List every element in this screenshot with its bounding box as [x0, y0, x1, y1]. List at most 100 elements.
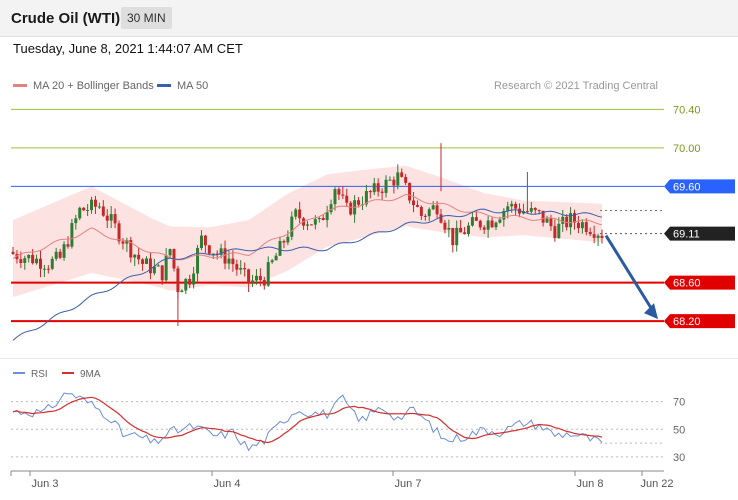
legend-ma20: MA 20 + Bollinger Bands: [13, 80, 154, 92]
candle-body: [141, 259, 145, 264]
x-tick-label: Jun 3: [32, 478, 59, 490]
candle: [129, 236, 133, 263]
candle-body: [309, 224, 313, 226]
candle-body: [129, 240, 133, 258]
candle-body: [176, 268, 180, 293]
candle: [443, 220, 447, 234]
candle-body: [35, 258, 39, 264]
candle: [231, 250, 235, 272]
candle: [27, 254, 31, 263]
candle: [380, 188, 384, 201]
candle-body: [388, 179, 392, 181]
candle-body: [93, 199, 97, 207]
candle-body: [121, 241, 125, 244]
candle: [494, 221, 498, 231]
candle: [309, 224, 313, 226]
candle-body: [514, 203, 518, 209]
level-label-69-60: 69.60: [664, 179, 735, 194]
candle-body: [482, 227, 486, 230]
ma20-swatch: [13, 83, 27, 87]
candle: [11, 246, 15, 255]
level-tag-bg: [664, 179, 735, 194]
candle: [486, 215, 490, 238]
candle-body: [549, 218, 553, 227]
candle-body: [584, 222, 588, 232]
candle-body: [46, 268, 50, 270]
candle-body: [588, 231, 592, 235]
candle-body: [86, 210, 90, 212]
candle-body: [502, 210, 506, 220]
candle-body: [235, 264, 239, 270]
rsi-level-label: 50: [673, 424, 685, 436]
candle: [266, 256, 270, 287]
candle: [474, 211, 478, 221]
rsi-swatch: [13, 372, 25, 375]
candle: [199, 230, 203, 251]
candle-body: [258, 275, 262, 281]
candle-body: [337, 189, 341, 195]
level-tag-text: 68.20: [673, 316, 701, 328]
candle: [42, 264, 46, 278]
candle: [561, 209, 565, 232]
candle: [62, 241, 66, 261]
candle: [93, 195, 97, 214]
candle-body: [474, 217, 478, 221]
candle: [400, 168, 404, 178]
candle-body: [345, 195, 349, 203]
candle-body: [357, 200, 361, 205]
candle-body: [364, 191, 368, 205]
candle: [329, 199, 333, 215]
candle: [105, 209, 109, 229]
candle-body: [466, 225, 470, 234]
candle-body: [372, 183, 376, 193]
bollinger-band: [13, 165, 602, 298]
legend-ma20-label: MA 20 + Bollinger Bands: [33, 80, 154, 92]
level-tag-text: 70.00: [673, 143, 701, 155]
candle-body: [27, 254, 31, 259]
candle: [573, 209, 577, 230]
candle: [600, 229, 604, 244]
candle: [207, 244, 211, 256]
candle-body: [11, 251, 15, 254]
candle: [262, 276, 266, 290]
candle-body: [62, 244, 66, 258]
candle: [54, 247, 58, 261]
candle-body: [66, 244, 70, 247]
candle-body: [580, 222, 584, 229]
ma20-line: [12, 193, 603, 261]
candle-body: [435, 205, 439, 215]
candle-body: [156, 265, 160, 267]
candle-body: [199, 235, 203, 249]
candle-body: [306, 224, 309, 226]
candle: [251, 274, 255, 288]
timeframe-badge[interactable]: 30 MIN: [121, 7, 172, 29]
candle-body: [227, 258, 231, 264]
candle-body: [368, 191, 372, 193]
candle: [160, 265, 164, 285]
candle: [35, 254, 39, 265]
candle: [455, 220, 459, 252]
candle: [451, 227, 455, 253]
candle-body: [553, 226, 557, 239]
candle-body: [400, 172, 404, 177]
candle: [419, 205, 423, 221]
candle-body: [592, 234, 596, 238]
candle: [357, 197, 361, 208]
candle: [396, 164, 400, 190]
candle: [117, 220, 121, 245]
candle-body: [113, 214, 117, 224]
candle-body: [196, 248, 200, 274]
candle-body: [152, 266, 156, 274]
level-tag-text: 69.11: [673, 229, 700, 241]
candle-body: [404, 176, 408, 183]
candle-body: [557, 223, 561, 239]
candle: [46, 265, 50, 274]
candle-body: [321, 217, 325, 221]
x-tick-label: Jun 4: [214, 478, 241, 490]
candle-body: [270, 260, 274, 263]
candle-body: [207, 245, 211, 254]
candle: [470, 211, 474, 227]
candle-body: [392, 179, 396, 186]
legend-ma50-label: MA 50: [177, 80, 209, 92]
